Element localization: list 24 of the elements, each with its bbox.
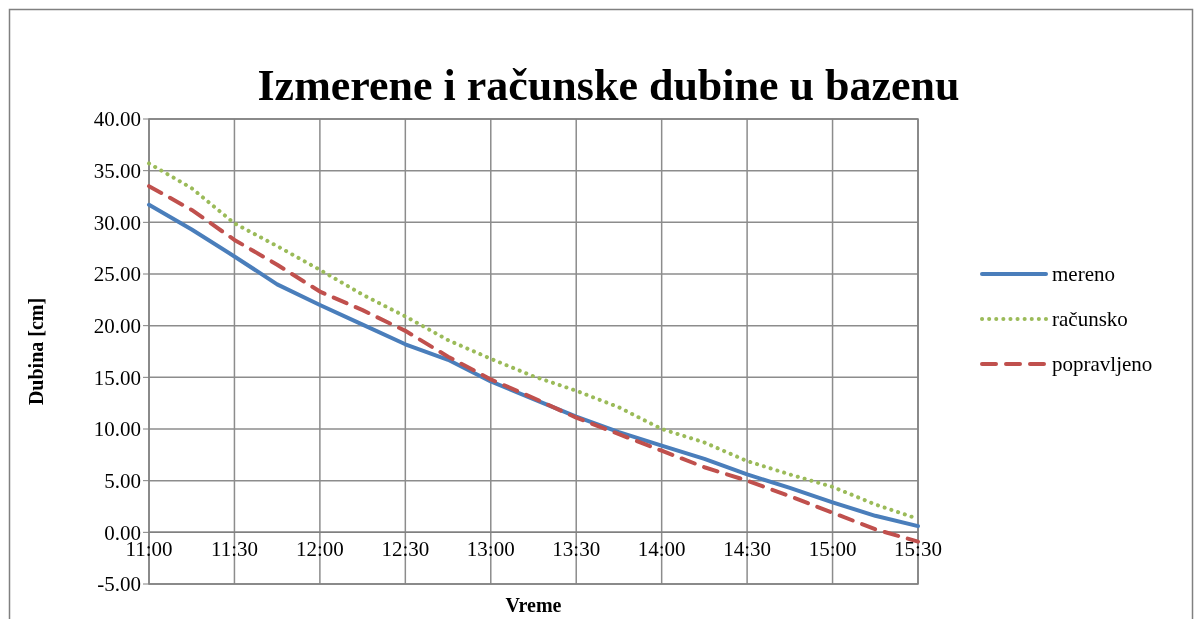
x-tick-label: 12:00 [295, 537, 344, 562]
x-tick-label: 15:30 [894, 537, 942, 562]
y-tick-label: -5.00 [97, 572, 141, 597]
y-tick-label: 15.00 [93, 365, 141, 390]
y-tick-label: 35.00 [93, 159, 141, 184]
x-tick-label: 15:00 [808, 537, 857, 562]
x-tick-label: 14:00 [637, 537, 686, 562]
x-tick-label: 13:30 [552, 537, 601, 562]
legend-label: računsko [1052, 307, 1128, 332]
x-tick-label: 13:00 [466, 537, 515, 562]
y-axis-title: Dubina [cm] [25, 297, 47, 406]
x-tick-label: 12:30 [381, 537, 430, 562]
y-tick-label: 5.00 [104, 469, 141, 494]
y-tick-label: 30.00 [93, 210, 141, 235]
x-axis-title: Vreme [505, 594, 562, 616]
legend-label: mereno [1052, 262, 1115, 287]
x-tick-label: 14:30 [723, 537, 772, 562]
y-tick-label: 20.00 [93, 314, 141, 339]
x-tick-label: 11:30 [210, 537, 258, 562]
y-tick-label: 40.00 [93, 107, 141, 132]
y-tick-label: 10.00 [93, 417, 141, 442]
legend-label: popravljeno [1052, 352, 1153, 377]
chart-title: Izmerene i računske dubine u bazenu [257, 61, 960, 110]
y-tick-label: 25.00 [93, 262, 141, 287]
